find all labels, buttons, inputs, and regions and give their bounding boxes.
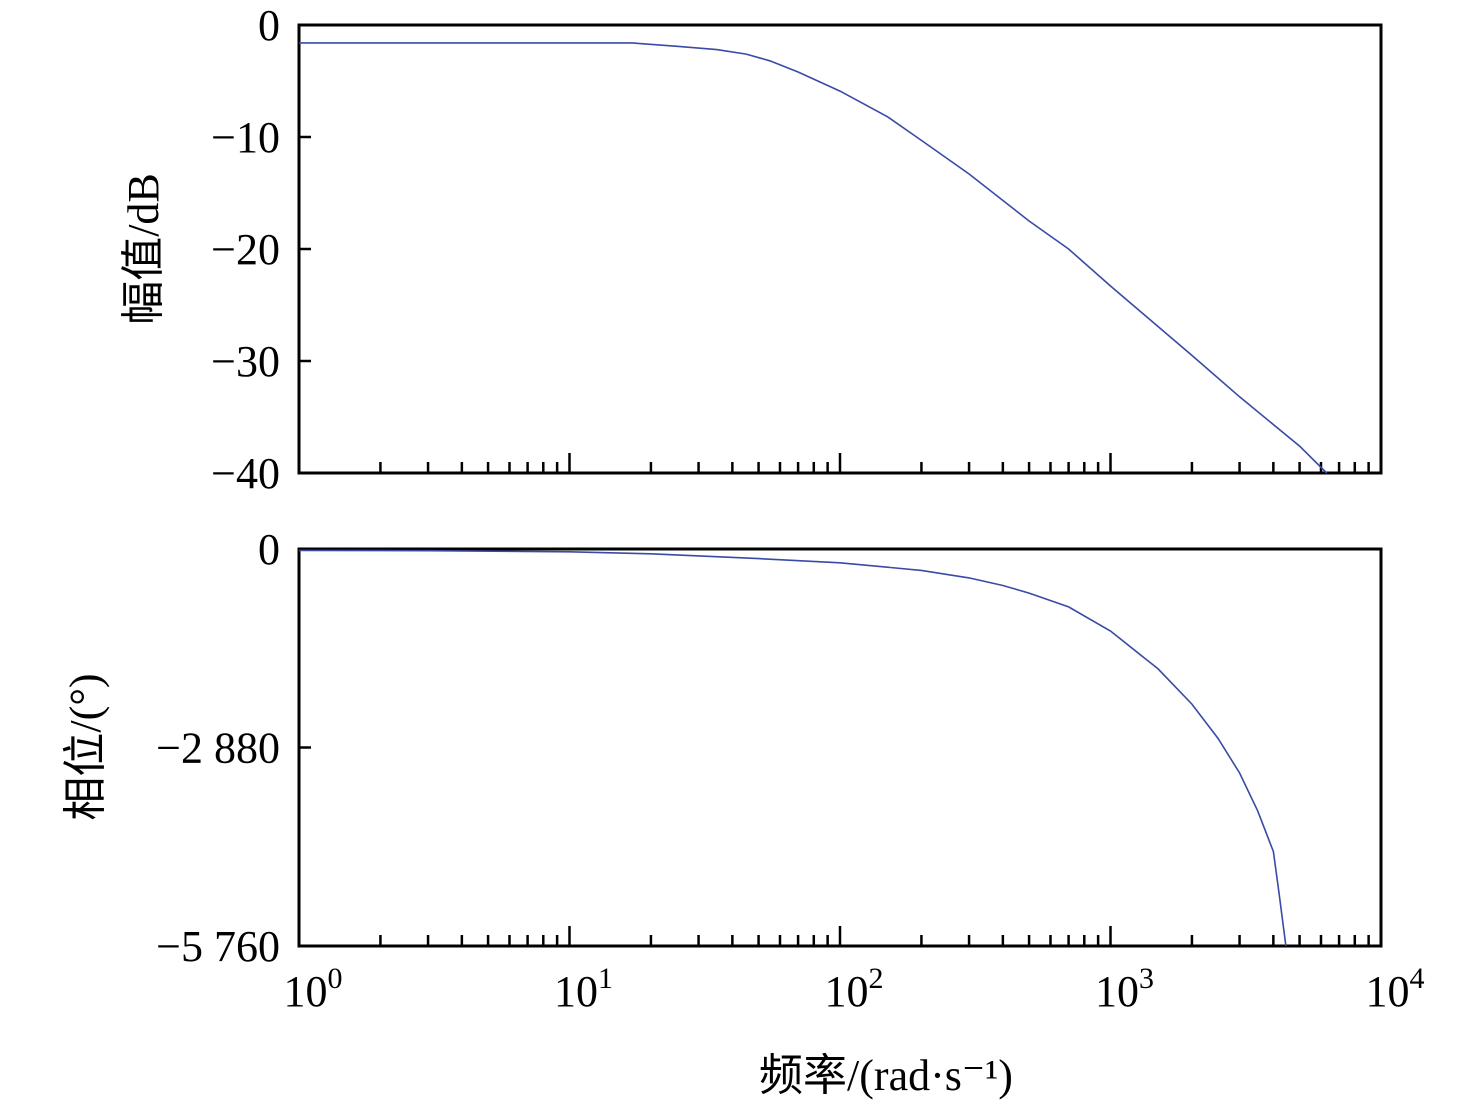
phase-panel: 0 −2 880 −5 760 相位/(°) 100 101 102 103 104 频率/(ra… (61, 525, 1425, 1100)
y-tick-label: −30 (211, 337, 280, 386)
x-tick-label: 104 (1366, 962, 1425, 1016)
y-tick-label: −40 (211, 449, 280, 498)
series-line (299, 42, 1328, 474)
x-tick-label: 101 (554, 962, 613, 1016)
y-tick-label: −5 760 (156, 922, 280, 971)
x-tick-label: 103 (1095, 962, 1154, 1016)
magnitude-panel: 0 −10 −20 −30 −40 幅值/dB (119, 1, 1383, 498)
y-tick-label: −2 880 (156, 724, 280, 773)
x-tick-label: 102 (825, 962, 884, 1016)
plot-frame (297, 547, 1383, 948)
plot-frame (297, 23, 1383, 475)
y-tick-label: −10 (211, 113, 280, 162)
y-axis-title: 幅值/dB (119, 173, 168, 325)
y-tick-label: −20 (211, 225, 280, 274)
series-line (298, 549, 1287, 947)
x-tick-label: 100 (284, 962, 343, 1016)
y-tick-label: 0 (258, 1, 280, 50)
y-axis-title: 相位/(°) (61, 673, 110, 820)
x-axis-title: 频率/(rad·s⁻¹) (759, 1051, 1013, 1100)
y-tick-label: 0 (258, 525, 280, 574)
